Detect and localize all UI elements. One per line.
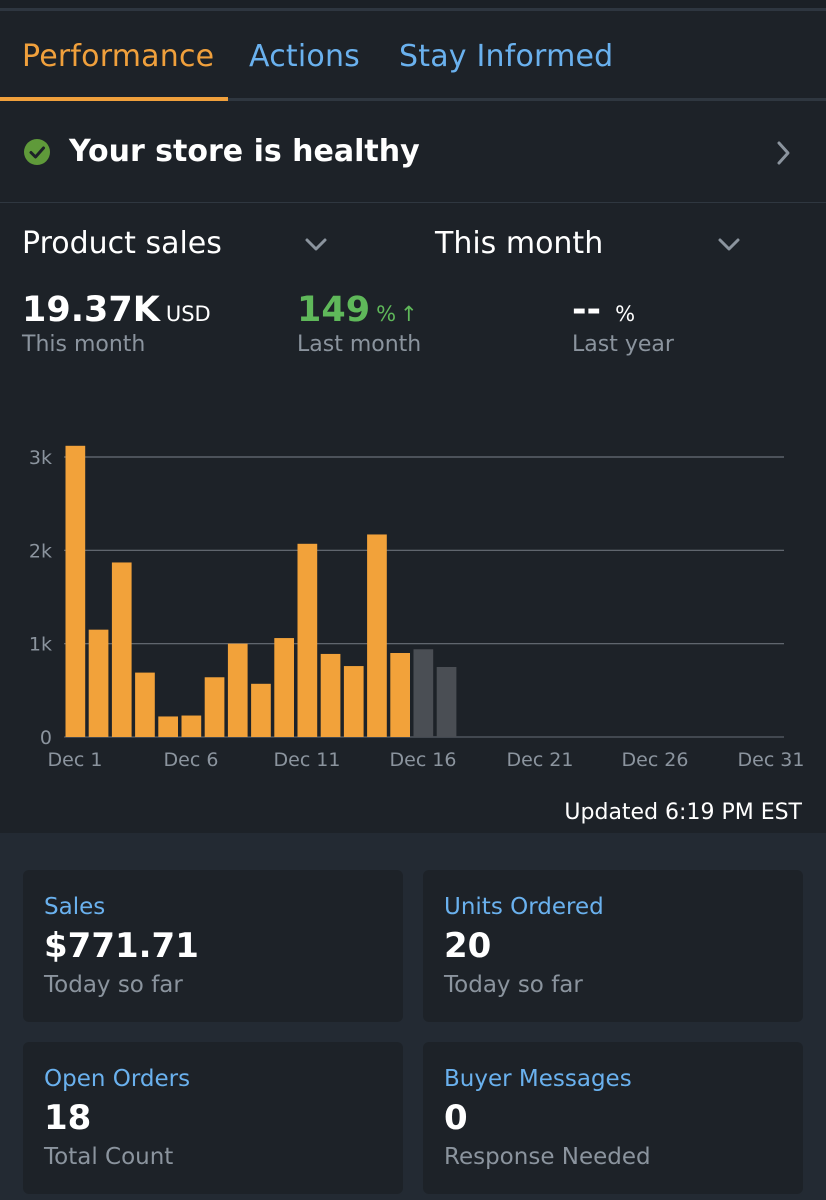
- tab-divider: [228, 98, 826, 101]
- bar-dec-6[interactable]: [181, 715, 202, 737]
- bar-dec-1[interactable]: [65, 445, 86, 737]
- sales-total-value: 19.37K USD: [22, 290, 211, 330]
- card-subtitle: Response Needed: [444, 1144, 651, 1170]
- bar-dec-17[interactable]: [436, 667, 457, 737]
- x-tick-label: Dec 26: [622, 749, 689, 771]
- chevron-down-icon[interactable]: [303, 236, 329, 258]
- card-value: 18: [44, 1098, 92, 1138]
- bar-dec-16[interactable]: [413, 649, 434, 737]
- bar-dec-10[interactable]: [274, 638, 294, 737]
- last-year-label: Last year: [572, 332, 674, 357]
- last-month-change-value: 149% ↑: [297, 290, 418, 330]
- card-value: $771.71: [44, 926, 199, 966]
- x-tick-label: Dec 21: [507, 749, 574, 771]
- sales-unit: USD: [165, 302, 211, 326]
- tab-bar: Performance Actions Stay Informed: [0, 11, 826, 101]
- x-tick-label: Dec 11: [274, 749, 341, 771]
- tab-stay-informed[interactable]: Stay Informed: [399, 39, 614, 74]
- card-value: 20: [444, 926, 492, 966]
- bar-dec-4[interactable]: [135, 672, 155, 737]
- store-health-text: Your store is healthy: [69, 134, 420, 169]
- last-month-unit: %: [376, 302, 397, 326]
- card-subtitle: Today so far: [444, 972, 583, 998]
- chevron-right-icon: [773, 139, 793, 171]
- store-health-row[interactable]: Your store is healthy: [0, 101, 826, 203]
- arrow-up-icon: ↑: [400, 302, 418, 326]
- bar-dec-3[interactable]: [111, 562, 132, 737]
- status-bar: [0, 0, 826, 10]
- check-circle-icon: [24, 139, 50, 165]
- chevron-down-icon[interactable]: [716, 236, 742, 258]
- last-year-unit: %: [615, 302, 636, 326]
- bar-dec-15[interactable]: [390, 653, 410, 737]
- bar-dec-8[interactable]: [227, 643, 248, 737]
- y-tick-label: 3k: [29, 447, 52, 469]
- bar-dec-7[interactable]: [204, 677, 225, 737]
- sales-bar-chart: 0 1k 2k 3k Dec 1 Dec 6 Dec 11 Dec 16 Dec 21 Dec 2…: [29, 445, 805, 771]
- bar-dec-5[interactable]: [158, 716, 178, 737]
- units-ordered-card[interactable]: Units Ordered 20 Today so far: [423, 870, 803, 1022]
- y-tick-label: 2k: [29, 540, 52, 562]
- card-title: Units Ordered: [444, 894, 604, 920]
- bar-dec-9[interactable]: [251, 683, 271, 737]
- y-tick-label: 0: [40, 727, 52, 749]
- sales-total-label: This month: [22, 332, 146, 357]
- card-title: Open Orders: [44, 1066, 191, 1092]
- card-value: 0: [444, 1098, 468, 1138]
- last-month-label: Last month: [297, 332, 422, 357]
- x-tick-label: Dec 31: [738, 749, 805, 771]
- open-orders-card[interactable]: Open Orders 18 Total Count: [23, 1042, 403, 1194]
- bar-dec-2[interactable]: [88, 629, 109, 737]
- tab-performance[interactable]: Performance: [22, 39, 215, 74]
- x-tick-label: Dec 16: [390, 749, 457, 771]
- x-tick-label: Dec 1: [48, 749, 103, 771]
- top-divider: [0, 8, 826, 11]
- period-selector[interactable]: This month: [435, 226, 604, 261]
- bar-dec-12[interactable]: [320, 653, 341, 737]
- card-subtitle: Total Count: [44, 1144, 174, 1170]
- card-subtitle: Today so far: [44, 972, 183, 998]
- last-year-change-value: --%: [572, 290, 636, 330]
- y-tick-label: 1k: [29, 634, 52, 656]
- sales-card[interactable]: Sales $771.71 Today so far: [23, 870, 403, 1022]
- bar-dec-14[interactable]: [367, 534, 387, 737]
- tab-actions[interactable]: Actions: [249, 39, 360, 74]
- buyer-messages-card[interactable]: Buyer Messages 0 Response Needed: [423, 1042, 803, 1194]
- bar-dec-11[interactable]: [297, 543, 318, 737]
- updated-timestamp: Updated 6:19 PM EST: [564, 800, 802, 825]
- active-tab-indicator: [0, 97, 228, 101]
- card-title: Buyer Messages: [444, 1066, 632, 1092]
- bar-dec-13[interactable]: [343, 666, 364, 737]
- metric-selector[interactable]: Product sales: [22, 226, 222, 261]
- card-title: Sales: [44, 894, 106, 920]
- x-tick-label: Dec 6: [164, 749, 219, 771]
